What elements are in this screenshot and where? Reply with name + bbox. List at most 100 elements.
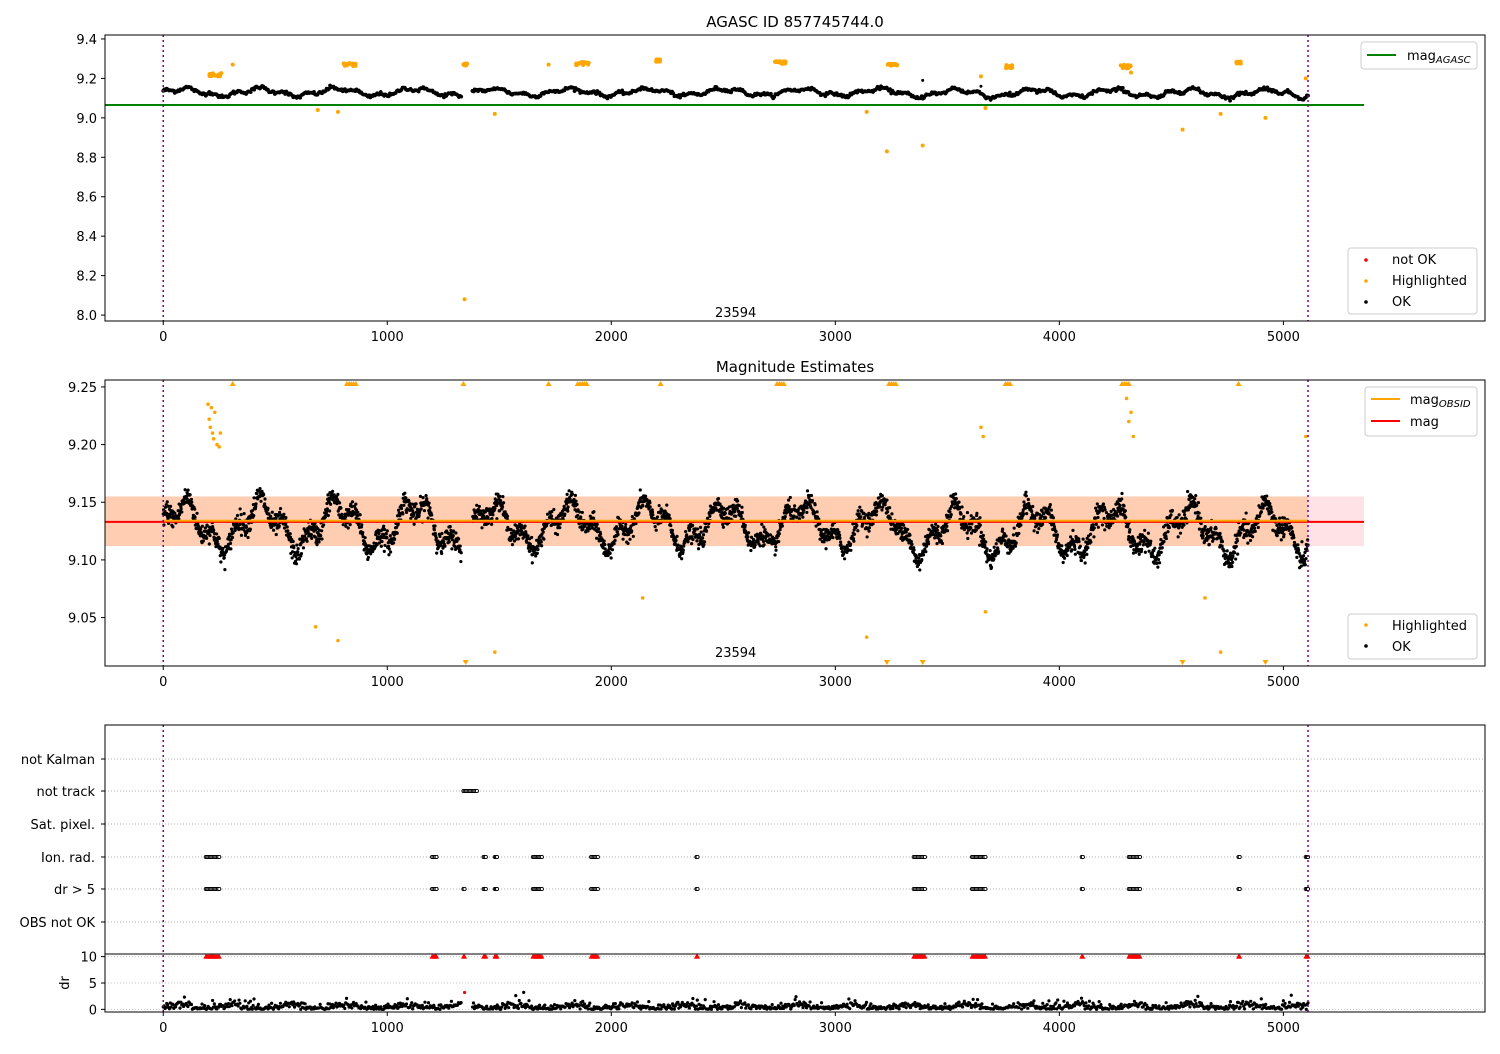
ok-point (984, 540, 987, 543)
mag-agasc-legend: magAGASC (1361, 42, 1477, 69)
ok-point (1153, 547, 1156, 550)
ok-point (1245, 511, 1248, 514)
ok-point (405, 511, 408, 514)
highlighted-point (1129, 410, 1133, 414)
y-tick-label: 9.15 (68, 496, 97, 511)
dr-point (186, 1005, 189, 1008)
ok-point (443, 545, 446, 548)
ok-point (320, 529, 323, 532)
ok-point (245, 526, 248, 529)
ok-point (1260, 510, 1263, 513)
ok-point (363, 536, 366, 539)
flag-point (1138, 887, 1141, 890)
ok-point (252, 514, 255, 517)
ok-point (208, 534, 211, 537)
ok-point (722, 526, 725, 529)
ok-point (383, 550, 386, 553)
ok-point (498, 495, 501, 498)
ok-point (1060, 544, 1063, 547)
x-tick-label: 5000 (1267, 675, 1300, 690)
ok-point (383, 544, 386, 547)
flag-point (540, 887, 543, 890)
ok-point (1120, 492, 1123, 495)
ok-point (863, 516, 866, 519)
flag-point (984, 887, 987, 890)
ok-point (702, 533, 705, 536)
ok-point (1080, 559, 1083, 562)
ok-point (1290, 526, 1293, 529)
ok-point (1212, 537, 1215, 540)
ok-point (1022, 500, 1025, 503)
ok-point (824, 547, 827, 550)
ok-point (327, 514, 330, 517)
ok-point (459, 95, 463, 99)
ok-point (269, 515, 272, 518)
ok-point (997, 550, 1000, 553)
ok-point (338, 501, 341, 504)
ok-point (459, 560, 462, 563)
ok-point (962, 515, 965, 518)
ok-point (225, 549, 228, 552)
ok-point (966, 537, 969, 540)
ok-point (331, 490, 334, 493)
ok-point (1204, 525, 1207, 528)
highlighted-point (1129, 70, 1133, 74)
ok-point (218, 537, 221, 540)
highlighted-point (1219, 650, 1223, 654)
ok-point (888, 506, 891, 509)
ok-point (324, 516, 327, 519)
ok-point (837, 531, 840, 534)
ok-point (613, 542, 616, 545)
ok-point (425, 497, 428, 500)
ok-point (611, 548, 614, 551)
ok-point (200, 531, 203, 534)
y-tick-label: 9.10 (68, 554, 97, 569)
ok-point (1092, 523, 1095, 526)
ok-point (221, 547, 224, 550)
flag-point (218, 855, 221, 858)
highlighted-point (1129, 64, 1133, 68)
ok-point (1234, 557, 1237, 560)
ok-point (184, 488, 187, 491)
ok-point (1276, 534, 1279, 537)
ok-point (1195, 504, 1198, 507)
dr-point (178, 1007, 181, 1010)
ok-point (946, 529, 949, 532)
ok-point (912, 548, 915, 551)
ok-point (1054, 530, 1057, 533)
legend-label: mag (1410, 415, 1439, 430)
ok-point (1254, 530, 1257, 533)
ok-point (180, 510, 183, 513)
ok-point (934, 523, 937, 526)
ok-point (1149, 540, 1152, 543)
ok-point (1102, 502, 1105, 505)
legend-label: OK (1392, 295, 1411, 310)
y-tick-label: 9.25 (68, 381, 97, 396)
ok-point (387, 545, 390, 548)
dr-axis-label: dr (58, 976, 73, 990)
ok-point (254, 505, 257, 508)
x-tick-label: 0 (159, 330, 167, 345)
ok-point (990, 566, 993, 569)
ok-point (1012, 533, 1015, 536)
ok-point (939, 534, 942, 537)
ok-point (603, 543, 606, 546)
highlighted-point (465, 62, 469, 66)
ok-point (970, 514, 973, 517)
ok-point (992, 558, 995, 561)
ok-point (205, 537, 208, 540)
ok-point (1121, 86, 1125, 90)
ok-point (575, 503, 578, 506)
dr-point (183, 996, 186, 999)
ok-point (604, 547, 607, 550)
ok-point (457, 537, 460, 540)
ok-point (1161, 546, 1164, 549)
ok-point (459, 544, 462, 547)
ok-point (740, 515, 743, 518)
ok-point (866, 535, 869, 538)
ok-point (763, 543, 766, 546)
ok-point (1124, 516, 1127, 519)
